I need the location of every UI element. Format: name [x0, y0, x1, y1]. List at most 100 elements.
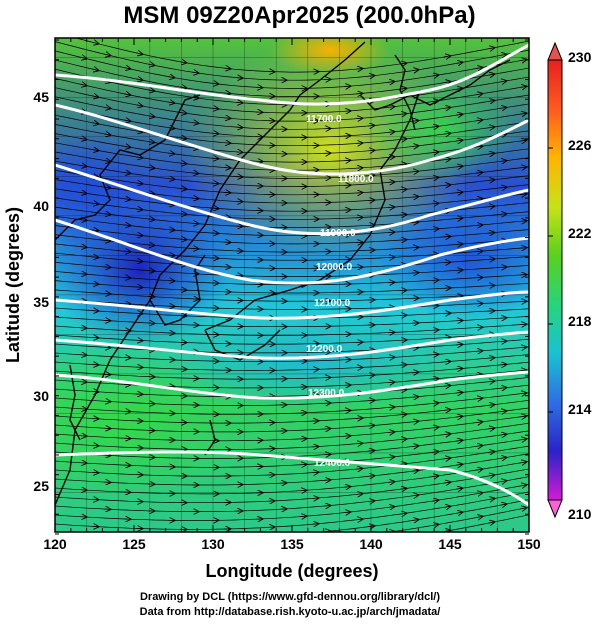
colorbar-bottom-arrow [547, 499, 563, 519]
wind-arrow [400, 538, 406, 539]
wind-arrow [456, 416, 462, 417]
wind-arrow [520, 485, 526, 486]
wind-arrow [324, 506, 330, 507]
wind-arrow [476, 172, 482, 173]
wind-arrow [344, 512, 350, 513]
wind-arrow [456, 488, 462, 489]
wind-arrow [224, 168, 230, 169]
credit-drawing: Drawing by DCL (https://www.gfd-dennou.o… [139, 591, 441, 603]
wind-arrow [476, 446, 482, 447]
wind-arrow [432, 500, 438, 501]
streamline [317, 499, 529, 532]
wind-arrow [432, 101, 438, 102]
wind-arrow [192, 173, 198, 174]
wind-arrow [432, 476, 438, 477]
streamline [388, 506, 529, 532]
wind-arrow [412, 121, 418, 122]
wind-arrow [180, 87, 186, 88]
wind-arrow [192, 72, 198, 73]
wind-arrow [168, 204, 174, 205]
wind-arrow [488, 499, 494, 500]
wind-arrow [192, 248, 198, 249]
wind-arrow [400, 414, 406, 415]
wind-arrow [168, 179, 174, 180]
wind-arrow [476, 351, 482, 352]
wind-arrow [124, 146, 130, 147]
wind-arrow [500, 187, 506, 188]
wind-arrow [80, 165, 86, 166]
wind-arrow [432, 452, 438, 453]
x-tick-label: 145 [438, 536, 462, 552]
wind-arrow [488, 475, 494, 476]
wind-arrow [148, 219, 154, 220]
wind-arrow [456, 368, 462, 369]
contour-label: 12400.0 [314, 458, 351, 469]
wind-arrow [356, 69, 362, 70]
y-tick-label: 30 [33, 388, 49, 404]
y-tick-label: 25 [33, 478, 49, 494]
streamline [55, 361, 529, 380]
wind-arrow [444, 159, 450, 160]
wind-arrow [224, 93, 230, 94]
wind-arrow [500, 364, 506, 365]
contour-11900 [55, 163, 529, 236]
wind-arrow [432, 427, 438, 428]
wind-arrow [432, 75, 438, 76]
wind-arrow [344, 537, 350, 538]
wind-arrow [368, 150, 374, 151]
wind-arrow [520, 416, 526, 417]
wind-arrow [500, 458, 506, 459]
wind-arrow [312, 524, 318, 525]
wind-arrow [80, 84, 86, 85]
wind-arrow [104, 187, 110, 188]
streamline [55, 316, 529, 328]
wind-arrow [388, 382, 394, 383]
wind-arrow [444, 386, 450, 387]
wind-arrow [456, 344, 462, 345]
wind-arrow [368, 425, 374, 426]
wind-arrow [444, 56, 450, 57]
wind-arrow [148, 142, 154, 143]
contour-12100 [55, 290, 529, 320]
wind-arrow [80, 193, 86, 194]
wind-arrow [456, 62, 462, 63]
contour-label: 12000.0 [316, 262, 353, 273]
wind-arrow [488, 127, 494, 128]
wind-arrow [432, 126, 438, 127]
wind-arrow [444, 434, 450, 435]
wind-arrow [388, 107, 394, 108]
wind-arrow [488, 48, 494, 49]
wind-arrow [488, 101, 494, 102]
wind-arrow [432, 524, 438, 525]
y-tick-label: 40 [33, 198, 49, 214]
wind-arrow [388, 482, 394, 483]
wind-arrow [500, 434, 506, 435]
wind-arrow [92, 150, 98, 151]
contour-label: 11800.0 [338, 174, 374, 185]
wind-arrow [92, 230, 98, 231]
wind-arrow [400, 189, 406, 190]
colorbar-top-arrow [547, 41, 563, 61]
streamline [55, 179, 529, 204]
wind-arrow [356, 93, 362, 94]
colorbar-tick-label: 230 [568, 49, 592, 65]
colorbar-tick-label: 222 [568, 225, 592, 241]
wind-arrow [500, 481, 506, 482]
wind-arrow [488, 153, 494, 154]
wind-arrow [80, 247, 86, 248]
coastlines [55, 41, 511, 506]
wind-arrow [180, 214, 186, 215]
wind-arrow [456, 392, 462, 393]
wind-arrow [168, 128, 174, 129]
wind-arrow [476, 375, 482, 376]
wind-arrow [212, 158, 218, 159]
wind-arrow [192, 198, 198, 199]
wind-arrow [124, 277, 130, 278]
wind-arrow [520, 194, 526, 195]
wind-arrow [488, 405, 494, 406]
wind-arrow [412, 70, 418, 71]
streamline [55, 338, 529, 354]
wind-arrow [444, 506, 450, 507]
wind-arrow [488, 358, 494, 359]
wind-arrow [388, 432, 394, 433]
